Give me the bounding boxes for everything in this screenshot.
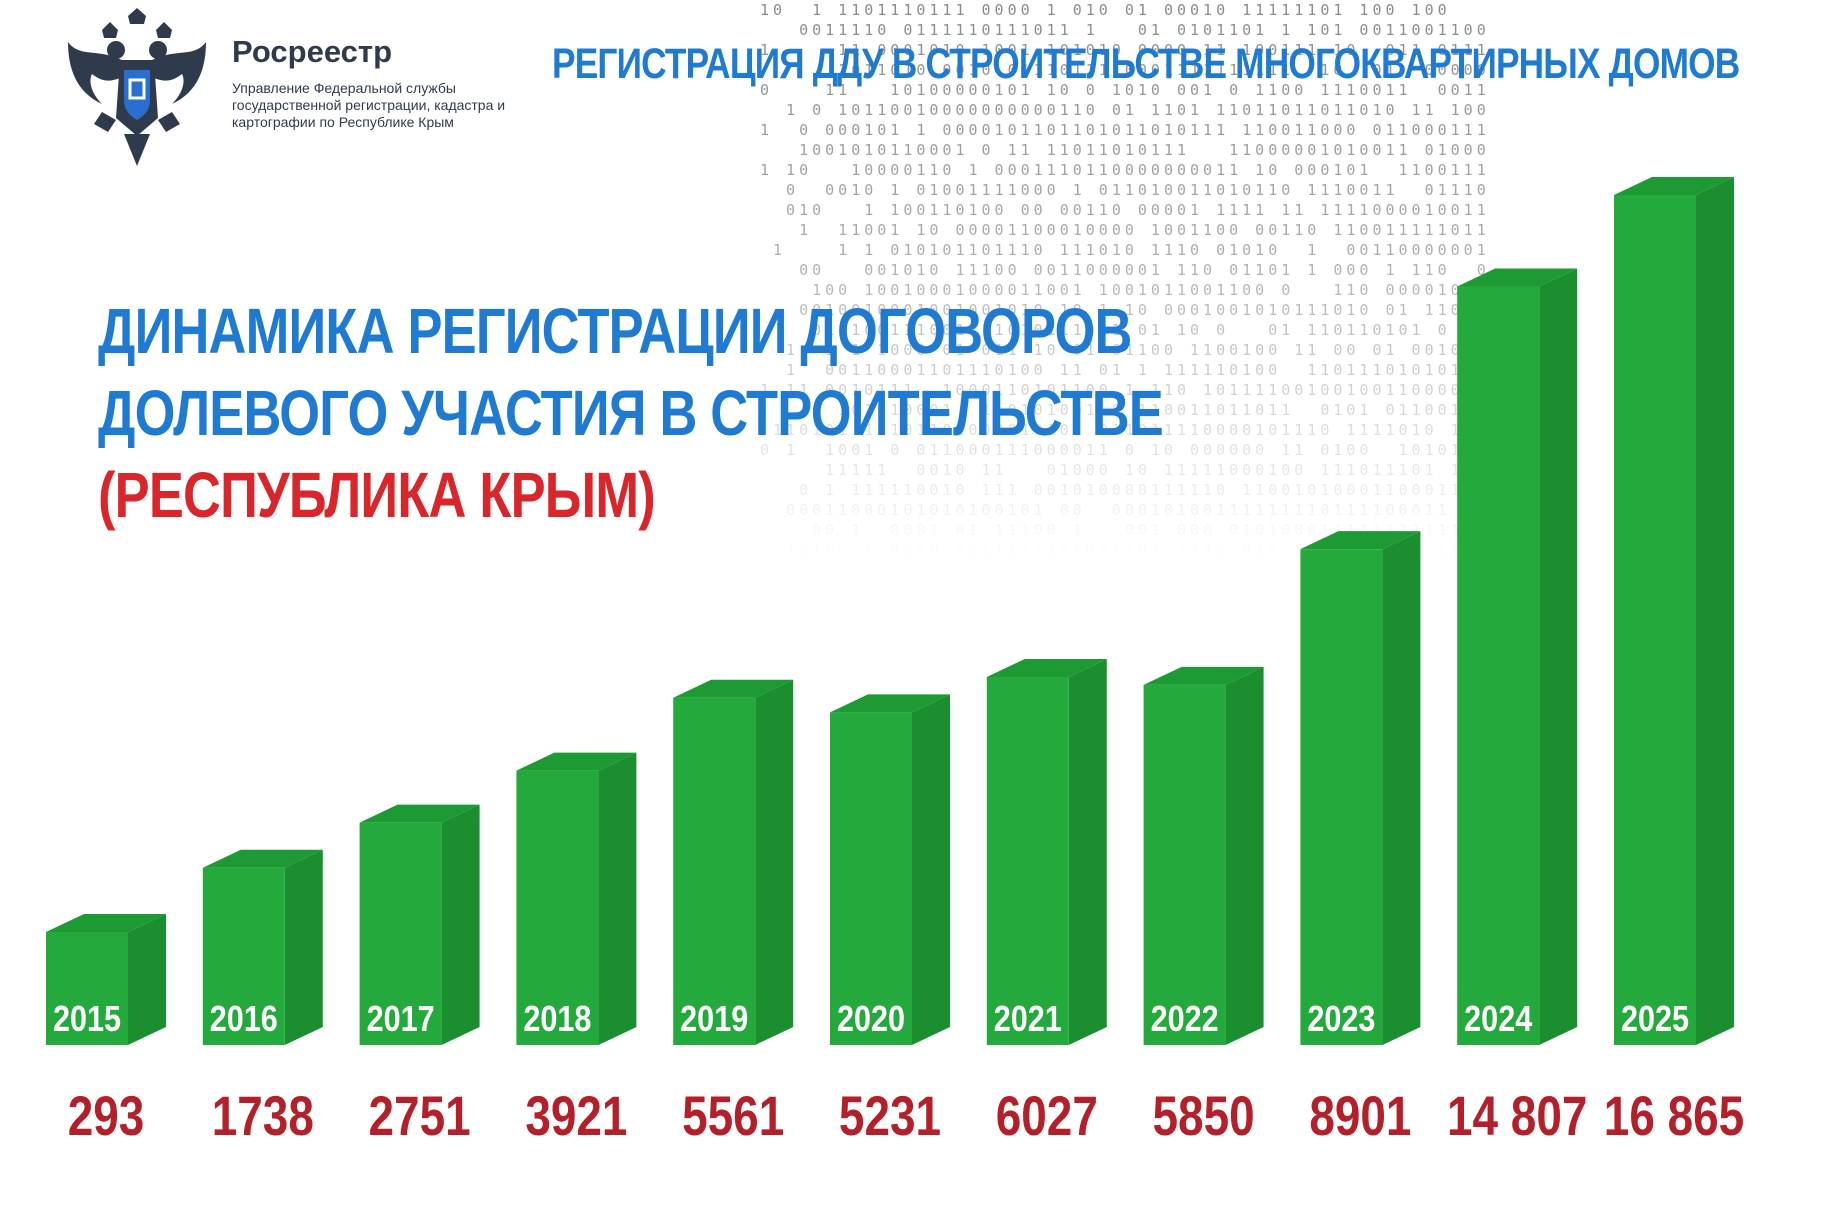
bar-side-2018 <box>598 752 637 1045</box>
value-label: 3921 <box>525 1085 627 1147</box>
brand-description: Управление Федеральной службы государств… <box>232 80 506 130</box>
bar-top-2017 <box>359 804 480 823</box>
value-label: 16 865 <box>1604 1085 1744 1147</box>
value-label: 14 807 <box>1447 1085 1587 1147</box>
value-label: 1738 <box>212 1085 314 1147</box>
bar-2023: 2023 <box>1300 531 1421 1045</box>
year-label: 2025 <box>1621 1000 1689 1040</box>
bar-2019: 2019 <box>673 679 794 1045</box>
bar-front-2017 <box>359 822 442 1045</box>
bar-top-2020 <box>830 694 950 713</box>
value-label: 293 <box>68 1085 145 1147</box>
binary-pattern-background: 10 1 1101110111 0000 1 010 01 00010 1111… <box>760 1 1490 559</box>
double-headed-eagle-emblem-icon <box>68 8 206 166</box>
bar-side-2016 <box>284 849 323 1045</box>
bar-top-2023 <box>1300 531 1421 550</box>
year-label: 2022 <box>1151 1000 1219 1040</box>
year-label: 2015 <box>53 1000 121 1040</box>
bar-side-2020 <box>912 694 950 1045</box>
bar-top-2019 <box>673 679 794 698</box>
bar-top-2022 <box>1143 666 1264 685</box>
bar-side-2021 <box>1068 658 1107 1045</box>
bar-top-2018 <box>516 752 637 771</box>
bar-2021: 2021 <box>986 658 1107 1045</box>
value-label: 6027 <box>996 1085 1098 1147</box>
bar-front-2019 <box>673 697 756 1045</box>
brand-name: Росреестр <box>232 34 393 69</box>
bar-top-2024 <box>1457 268 1578 287</box>
bar-top-2016 <box>202 849 323 868</box>
year-label: 2016 <box>210 1000 278 1040</box>
year-label: 2023 <box>1307 1000 1375 1040</box>
bar-front-2025 <box>1614 195 1696 1045</box>
bar-side-2015 <box>128 913 166 1045</box>
year-label: 2017 <box>367 1000 435 1040</box>
bar-front-2018 <box>516 770 599 1045</box>
bar-front-2016 <box>202 867 285 1045</box>
bar-top-2015 <box>46 913 166 932</box>
bar-side-2024 <box>1539 268 1578 1046</box>
bar-front-2020 <box>830 712 912 1045</box>
bar-top-2021 <box>986 658 1107 677</box>
header-title: РЕГИСТРАЦИЯ ДДУ В СТРОИТЕЛЬСТВЕ МНОГОКВА… <box>552 40 1740 88</box>
bar-2017: 2017 <box>359 804 480 1045</box>
value-label: 8901 <box>1309 1085 1411 1147</box>
bar-front-2015 <box>46 931 128 1045</box>
value-label: 5850 <box>1153 1085 1255 1147</box>
bar-2016: 2016 <box>202 849 323 1045</box>
value-label: 2751 <box>369 1085 471 1147</box>
chart-title-line-1: ДИНАМИКА РЕГИСТРАЦИИ ДОГОВОРОВ <box>98 295 1132 367</box>
year-label: 2021 <box>994 1000 1062 1040</box>
value-label: 5231 <box>839 1085 941 1147</box>
bar-front-2021 <box>986 676 1069 1045</box>
bar-side-2017 <box>441 804 480 1045</box>
bar-2018: 2018 <box>516 752 637 1045</box>
bar-front-2023 <box>1300 549 1383 1045</box>
bar-2020: 2020 <box>830 694 950 1045</box>
bar-2024: 2024 <box>1457 268 1578 1046</box>
bar-2025: 2025 <box>1614 177 1734 1045</box>
chart-title: ДИНАМИКА РЕГИСТРАЦИИ ДОГОВОРОВ ДОЛЕВОГО … <box>98 290 1164 536</box>
year-label: 2024 <box>1464 1000 1532 1040</box>
bar-front-2024 <box>1457 286 1540 1046</box>
year-label: 2018 <box>523 1000 591 1040</box>
year-label: 2020 <box>837 1000 905 1040</box>
bar-top-2025 <box>1614 177 1734 195</box>
bar-2015: 2015 <box>46 913 166 1045</box>
value-label: 5561 <box>682 1085 784 1147</box>
bar-side-2023 <box>1382 531 1421 1045</box>
bar-side-2019 <box>755 679 794 1045</box>
chart-title-line-3: (РЕСПУБЛИКА КРЫМ) <box>98 459 656 531</box>
bar-side-2022 <box>1225 666 1264 1045</box>
bar-side-2025 <box>1696 177 1734 1045</box>
year-label: 2019 <box>680 1000 748 1040</box>
chart-title-line-2: ДОЛЕВОГО УЧАСТИЯ В СТРОИТЕЛЬСТВЕ <box>98 377 1164 449</box>
bar-front-2022 <box>1143 684 1226 1045</box>
bar-2022: 2022 <box>1143 666 1264 1045</box>
